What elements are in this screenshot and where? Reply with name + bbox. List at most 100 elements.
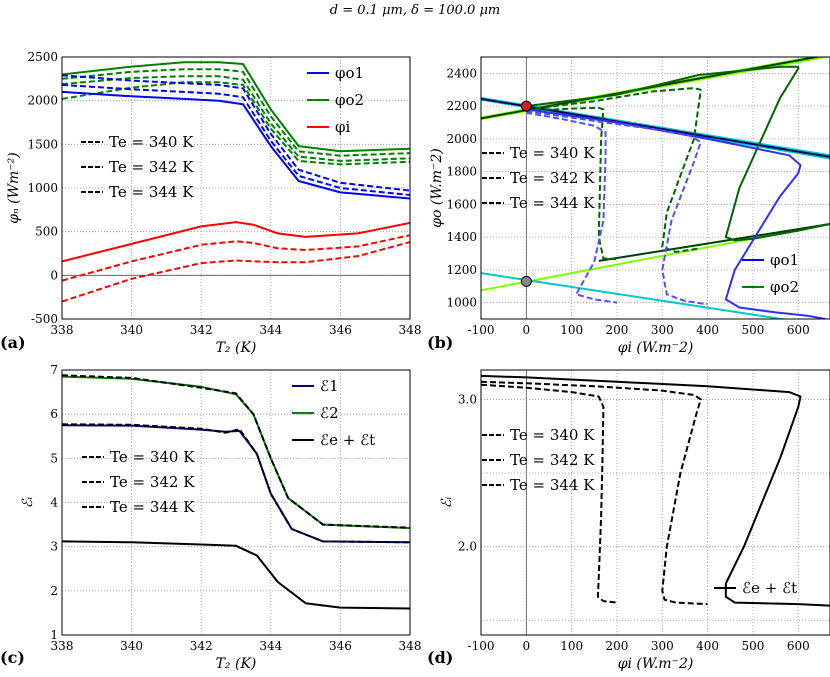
y-tick-label: 1000 bbox=[446, 296, 477, 310]
series-φo1-342 bbox=[526, 110, 708, 306]
x-axis-label: φi (W.m⁻2) bbox=[618, 340, 694, 356]
x-tick-label: 0 bbox=[523, 323, 531, 337]
red-intersection bbox=[520, 100, 532, 112]
x-tick-label: 342 bbox=[190, 323, 213, 337]
series-φo2-344 bbox=[62, 75, 410, 162]
legend-te-entry: Te = 340 K bbox=[110, 448, 195, 466]
y-tick-label: 3 bbox=[50, 540, 58, 554]
x-axis-label: T₂ (K) bbox=[216, 656, 257, 672]
axes-frame bbox=[480, 56, 830, 320]
y-tick-label: 1800 bbox=[446, 165, 477, 179]
legend-te-entry: Te = 342 K bbox=[109, 158, 194, 176]
x-axis-label: T₂ (K) bbox=[216, 340, 257, 356]
x-tick-label: 342 bbox=[190, 639, 213, 653]
y-axis-label: φₙ (Wm⁻²) bbox=[6, 152, 22, 224]
x-tick-label: 346 bbox=[329, 323, 352, 337]
axes-frame bbox=[480, 369, 830, 636]
legend-entry: φo2 bbox=[335, 91, 364, 109]
x-tick-label: 600 bbox=[787, 639, 810, 653]
series-φo1-344 bbox=[62, 74, 410, 192]
y-tick-label: 0 bbox=[50, 268, 58, 282]
y-tick-label: 2.0 bbox=[458, 540, 477, 554]
series-344 bbox=[481, 383, 618, 604]
x-tick-label: 0 bbox=[523, 639, 531, 653]
x-axis-label: φi (W.m⁻2) bbox=[618, 656, 694, 672]
legend-entry: ℰ2 bbox=[320, 404, 339, 422]
legend-te-entry: Te = 340 K bbox=[510, 426, 595, 444]
legend-entry: φo1 bbox=[335, 64, 364, 82]
x-tick-label: -100 bbox=[468, 639, 495, 653]
panel-label: (c) bbox=[0, 648, 25, 667]
legend-entry: φo2 bbox=[770, 278, 799, 296]
axes-frame bbox=[61, 369, 411, 636]
series-φo1-342 bbox=[62, 83, 410, 196]
legend-entry: ℰ1 bbox=[320, 377, 339, 395]
x-tick-label: 344 bbox=[259, 323, 282, 337]
series-φo2-340 bbox=[62, 61, 410, 153]
gray-intersection bbox=[520, 275, 532, 287]
series-φo1-344 bbox=[526, 111, 618, 304]
x-tick-label: 100 bbox=[560, 323, 583, 337]
series-342 bbox=[481, 380, 708, 606]
x-tick-label: 200 bbox=[606, 323, 629, 337]
legend-te-entry: Te = 342 K bbox=[510, 451, 595, 469]
y-tick-label: 6 bbox=[50, 407, 58, 421]
figure-title: d = 0.1 μm, δ = 100.0 μm bbox=[330, 3, 500, 18]
y-tick-label: 1500 bbox=[27, 137, 58, 151]
panel-label: (d) bbox=[427, 648, 453, 667]
y-axis-label: φo (W.m⁻2) bbox=[429, 148, 445, 228]
panel-label: (b) bbox=[427, 333, 453, 352]
y-tick-label: 2500 bbox=[27, 50, 58, 64]
series-φo2-x bbox=[62, 81, 410, 166]
y-tick-label: 2000 bbox=[446, 132, 477, 146]
series-φi-342 bbox=[62, 234, 410, 282]
y-tick-label: 1400 bbox=[446, 230, 477, 244]
panel-c: 338 340 342 344 346 348 1 2 3 4 5 6 7 T₂ (K) ℰᵢ (c) ℰ1 ℰ2… bbox=[0, 363, 421, 672]
legend-te-entry: Te = 342 K bbox=[110, 473, 195, 491]
y-tick-label: -500 bbox=[31, 312, 58, 326]
x-tick-label: 340 bbox=[120, 323, 143, 337]
y-tick-label: 5 bbox=[50, 451, 58, 465]
series-E1-dash bbox=[62, 423, 410, 544]
y-tick-label: 3.0 bbox=[458, 392, 477, 406]
x-tick-label: 100 bbox=[560, 639, 583, 653]
legend-te-entry: Te = 340 K bbox=[510, 144, 595, 162]
legend-te-entry: Te = 344 K bbox=[510, 476, 595, 494]
legend-entry: φo1 bbox=[770, 251, 799, 269]
y-axis-label: ℰᵢ bbox=[20, 497, 36, 508]
series-dark-green-dup bbox=[481, 57, 822, 120]
legend-entry: φi bbox=[335, 118, 351, 136]
panel-label: (a) bbox=[0, 333, 26, 352]
legend-entry: ℰe + ℰt bbox=[320, 431, 375, 449]
x-tick-label: 500 bbox=[741, 639, 764, 653]
x-tick-label: -100 bbox=[468, 323, 495, 337]
y-tick-label: 2000 bbox=[27, 94, 58, 108]
x-tick-label: 200 bbox=[606, 639, 629, 653]
y-tick-label: 1200 bbox=[446, 263, 477, 277]
series-φo1-340 bbox=[62, 90, 410, 200]
x-tick-label: 300 bbox=[651, 323, 674, 337]
series-φo1-340 bbox=[526, 108, 826, 319]
series-cyan-line-3 bbox=[481, 272, 789, 319]
axes-frame bbox=[61, 56, 411, 320]
y-tick-label: 4 bbox=[50, 496, 58, 510]
y-axis-label: ℰᵢ bbox=[439, 497, 455, 508]
series-dark-green-lower bbox=[598, 223, 830, 262]
series-340 bbox=[481, 374, 830, 607]
x-tick-label: 300 bbox=[651, 639, 674, 653]
x-tick-label: 338 bbox=[51, 323, 74, 337]
series-E2-dash bbox=[62, 374, 410, 529]
series-φi-344 bbox=[62, 241, 410, 303]
x-tick-label: 338 bbox=[51, 639, 74, 653]
legend-te-entry: Te = 344 K bbox=[510, 194, 595, 212]
x-tick-label: 346 bbox=[329, 639, 352, 653]
x-tick-label: 348 bbox=[399, 323, 422, 337]
x-tick-label: 348 bbox=[399, 639, 422, 653]
panel-d: -100 0 100 200 300 400 500 600 2.0 3.0 φi (W.m⁻2) ℰ… bbox=[427, 369, 830, 672]
x-tick-label: 600 bbox=[787, 323, 810, 337]
legend-te-entry: Te = 342 K bbox=[510, 169, 595, 187]
y-tick-label: 500 bbox=[35, 225, 58, 239]
x-tick-label: 344 bbox=[259, 639, 282, 653]
y-tick-label: 2 bbox=[50, 584, 58, 598]
